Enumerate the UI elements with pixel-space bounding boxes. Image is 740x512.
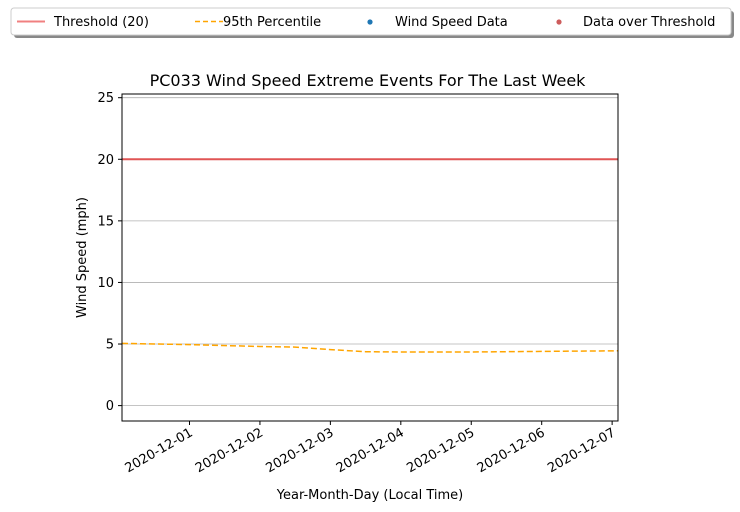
legend: Threshold (20) 95th Percentile Wind Spee… [10, 7, 734, 38]
y-tick-label: 15 [97, 214, 114, 229]
x-tick-label: 2020-12-02 [193, 425, 266, 476]
x-tick-label: 2020-12-06 [475, 425, 548, 476]
legend-label-threshold: Threshold (20) [53, 15, 149, 30]
x-tick-label: 2020-12-04 [334, 425, 407, 476]
legend-swatch-wind-data [367, 19, 373, 25]
x-tick-label: 2020-12-03 [263, 425, 336, 476]
x-tick-label: 2020-12-01 [123, 425, 196, 476]
legend-label-wind-data: Wind Speed Data [395, 15, 508, 30]
y-axis: 0 5 10 15 20 25 [97, 91, 122, 414]
x-tick-label: 2020-12-07 [545, 425, 618, 476]
x-axis-label: Year-Month-Day (Local Time) [276, 488, 463, 503]
series [121, 158, 619, 353]
y-tick-label: 0 [106, 399, 114, 414]
y-tick-label: 5 [106, 338, 114, 353]
legend-label-percentile: 95th Percentile [223, 15, 321, 30]
y-axis-label: Wind Speed (mph) [75, 197, 90, 318]
chart-title: PC033 Wind Speed Extreme Events For The … [150, 71, 587, 90]
y-tick-label: 10 [97, 276, 114, 291]
legend-swatch-over-threshold [556, 19, 562, 25]
grid [122, 97, 618, 407]
legend-label-over-threshold: Data over Threshold [583, 15, 715, 30]
x-tick-label: 2020-12-05 [404, 425, 477, 476]
y-tick-label: 25 [97, 91, 114, 106]
y-tick-label: 20 [97, 153, 114, 168]
plot-frame [121, 93, 619, 422]
x-axis: 2020-12-012020-12-022020-12-032020-12-04… [123, 421, 618, 476]
percentile-line [121, 342, 619, 353]
